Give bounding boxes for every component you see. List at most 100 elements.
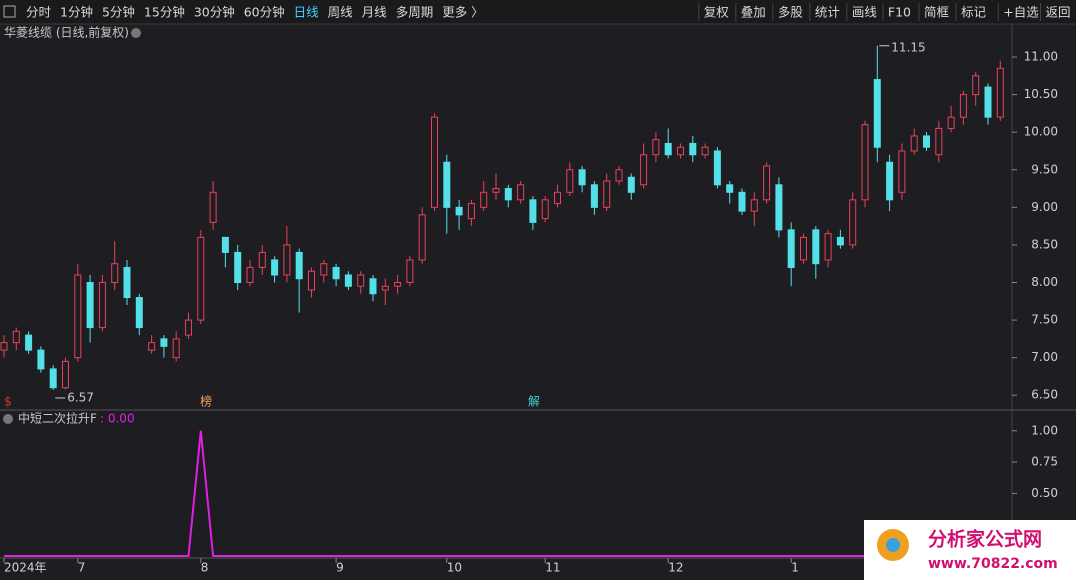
candle-body [615, 169, 623, 182]
candle-body [185, 319, 192, 336]
candle-body [381, 285, 389, 291]
toolbar-button[interactable]: 月线 [362, 5, 388, 20]
candle-body [517, 184, 525, 201]
candle-body [25, 334, 33, 351]
toolbar-button[interactable]: 叠加 [741, 5, 766, 20]
y-tick-label: 10.50 [1024, 87, 1058, 101]
toolbar-button[interactable]: +自选 [1003, 5, 1039, 20]
toolbar-button[interactable]: 周线 [328, 5, 354, 20]
logo-center [886, 538, 900, 552]
logo-url: www.70822.com [928, 556, 1058, 572]
candle-body [492, 188, 500, 193]
candle-body [480, 191, 488, 208]
toolbar-button[interactable]: 30分钟 [194, 5, 235, 20]
candle-body [689, 142, 697, 156]
candle-body [98, 281, 106, 329]
candle-body [234, 251, 242, 283]
y-tick-label: 8.00 [1031, 275, 1058, 289]
candle-body [504, 188, 512, 201]
candle-body [135, 297, 143, 329]
toolbar-button[interactable]: 更多 〉 [442, 5, 483, 20]
toolbar-button[interactable]: 返回 [1045, 5, 1070, 20]
candle-body [332, 266, 340, 280]
candle-body [308, 270, 315, 291]
layout-icon[interactable] [3, 5, 16, 18]
x-tick-label: 1 [791, 561, 799, 575]
candle-body [923, 135, 930, 148]
toolbar-button[interactable]: 统计 [815, 5, 840, 20]
candle-body [62, 360, 69, 389]
candle-body [750, 199, 758, 212]
y-tick-label: 1.00 [1031, 423, 1058, 437]
candle-body [701, 146, 709, 156]
candle-body [344, 274, 352, 287]
toolbar-button[interactable]: 多周期 [396, 5, 434, 20]
candle-body [357, 274, 365, 287]
toolbar-button[interactable]: 15分钟 [144, 5, 185, 20]
toolbar-button[interactable]: 日线 [294, 5, 320, 20]
toolbar-button[interactable]: 标记 [961, 5, 987, 20]
candle-body [935, 127, 943, 156]
candle-body [824, 233, 832, 261]
candle-body [873, 79, 881, 148]
candle-body [566, 169, 574, 193]
candle-body [467, 203, 475, 220]
candle-body [295, 251, 303, 280]
candle-body [590, 184, 598, 208]
event-marker: 榜 [200, 394, 212, 409]
logo-name: 分析家公式网 [928, 528, 1042, 551]
candle-body [541, 199, 549, 220]
candle-body [431, 116, 438, 208]
toolbar-button[interactable]: 1分钟 [60, 5, 93, 20]
candle-body [443, 161, 451, 208]
candle-body [111, 263, 119, 283]
y-tick-label: 6.50 [1031, 388, 1058, 402]
candle-body [578, 169, 586, 186]
toolbar-button[interactable]: 60分钟 [244, 5, 285, 20]
candle-body [996, 67, 1004, 118]
candle-body [861, 124, 869, 201]
x-tick-label: 7 [78, 561, 86, 575]
x-tick-label: 2024年 [4, 561, 47, 575]
y-tick-label: 0.75 [1031, 455, 1058, 469]
candle-body [910, 135, 918, 152]
candle-body [86, 281, 94, 329]
candle-body [787, 229, 795, 268]
dropdown-icon[interactable] [3, 414, 13, 424]
candle-body [12, 330, 20, 344]
candle-body [246, 266, 254, 283]
toolbar-button[interactable]: 多股 [778, 5, 804, 20]
candle-body [763, 165, 771, 201]
candle-body [800, 236, 807, 261]
candle-body [984, 86, 992, 118]
candle-body [812, 229, 820, 265]
candle-body [0, 342, 8, 351]
toolbar-button[interactable]: F10 [888, 5, 911, 20]
candle-body [726, 184, 734, 193]
candle-body [37, 349, 45, 370]
candle-body [197, 236, 205, 321]
candle-body [898, 150, 906, 193]
candle-body [209, 191, 217, 223]
candle-body [738, 191, 746, 212]
stock-title: 华菱线缆 (日线,前复权) [4, 25, 129, 40]
candle-body [394, 281, 402, 287]
x-tick-label: 9 [336, 561, 344, 575]
toolbar-button[interactable]: 画线 [852, 5, 878, 20]
candle-body [836, 236, 844, 246]
toolbar-button[interactable]: 简框 [924, 5, 950, 20]
candle-body [947, 116, 955, 129]
annotation: 6.57 [67, 390, 94, 404]
toolbar-button[interactable]: 复权 [704, 5, 730, 20]
candle-body [123, 266, 131, 299]
candle-body [172, 338, 180, 359]
toolbar-button[interactable]: 分时 [26, 5, 52, 20]
logo: 分析家公式网 www.70822.com [864, 520, 1076, 580]
y-tick-label: 0.50 [1031, 486, 1058, 500]
event-marker: 解 [528, 395, 540, 409]
dropdown-icon[interactable] [131, 28, 141, 38]
indicator-title: 中短二次拉升F [18, 411, 97, 426]
candle-body [271, 259, 279, 276]
toolbar-button[interactable]: 5分钟 [102, 5, 135, 20]
candle-body [886, 161, 894, 201]
